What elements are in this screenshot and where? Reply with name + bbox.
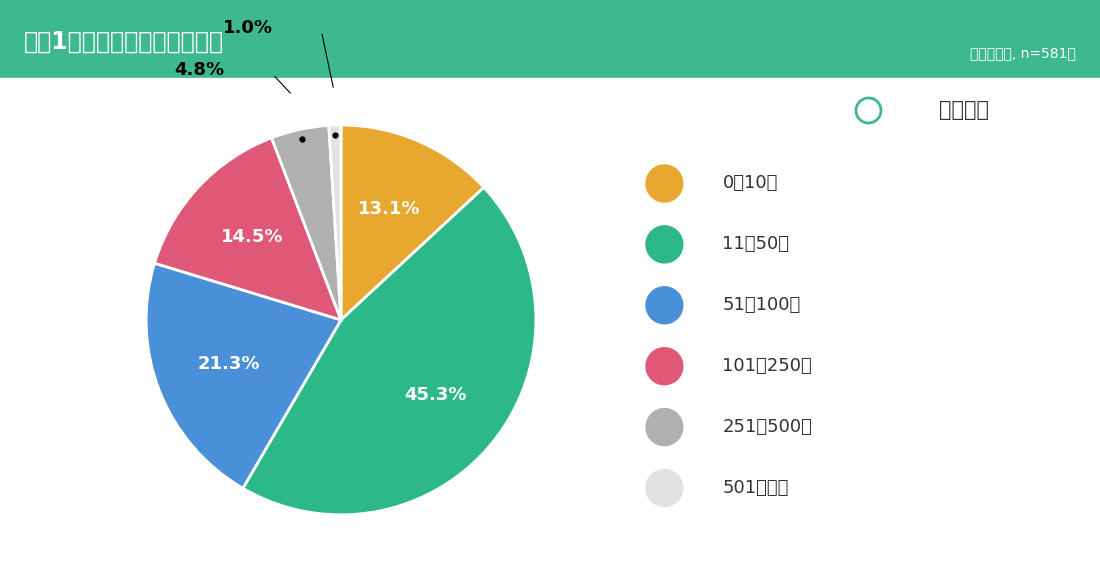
Wedge shape: [341, 125, 484, 320]
Text: 45.3%: 45.3%: [404, 386, 466, 404]
Circle shape: [646, 165, 683, 202]
Text: 501人以上: 501人以上: [723, 479, 789, 497]
Text: やくばと: やくばと: [939, 100, 990, 120]
Text: 14.5%: 14.5%: [221, 228, 284, 247]
Text: （単一回答, n=581）: （単一回答, n=581）: [970, 46, 1076, 60]
Text: 251〜500人: 251〜500人: [723, 418, 813, 436]
Wedge shape: [243, 187, 536, 515]
Circle shape: [646, 226, 683, 263]
Wedge shape: [329, 125, 341, 320]
Circle shape: [646, 348, 683, 384]
Circle shape: [646, 409, 683, 446]
Text: 0〜10人: 0〜10人: [723, 174, 778, 193]
Text: 4.8%: 4.8%: [174, 62, 224, 79]
Circle shape: [646, 287, 683, 324]
Circle shape: [646, 470, 683, 507]
Text: 直近1年間における紹介患者数: 直近1年間における紹介患者数: [24, 30, 224, 54]
Wedge shape: [155, 138, 341, 320]
Text: 13.1%: 13.1%: [359, 200, 420, 218]
Text: 11〜50人: 11〜50人: [723, 235, 790, 254]
Text: 51〜100人: 51〜100人: [723, 296, 801, 314]
Text: 101〜250人: 101〜250人: [723, 357, 812, 375]
Wedge shape: [272, 126, 341, 320]
FancyBboxPatch shape: [0, 0, 1100, 78]
Text: 21.3%: 21.3%: [197, 355, 260, 373]
Wedge shape: [146, 263, 341, 488]
Text: 1.0%: 1.0%: [223, 19, 273, 36]
